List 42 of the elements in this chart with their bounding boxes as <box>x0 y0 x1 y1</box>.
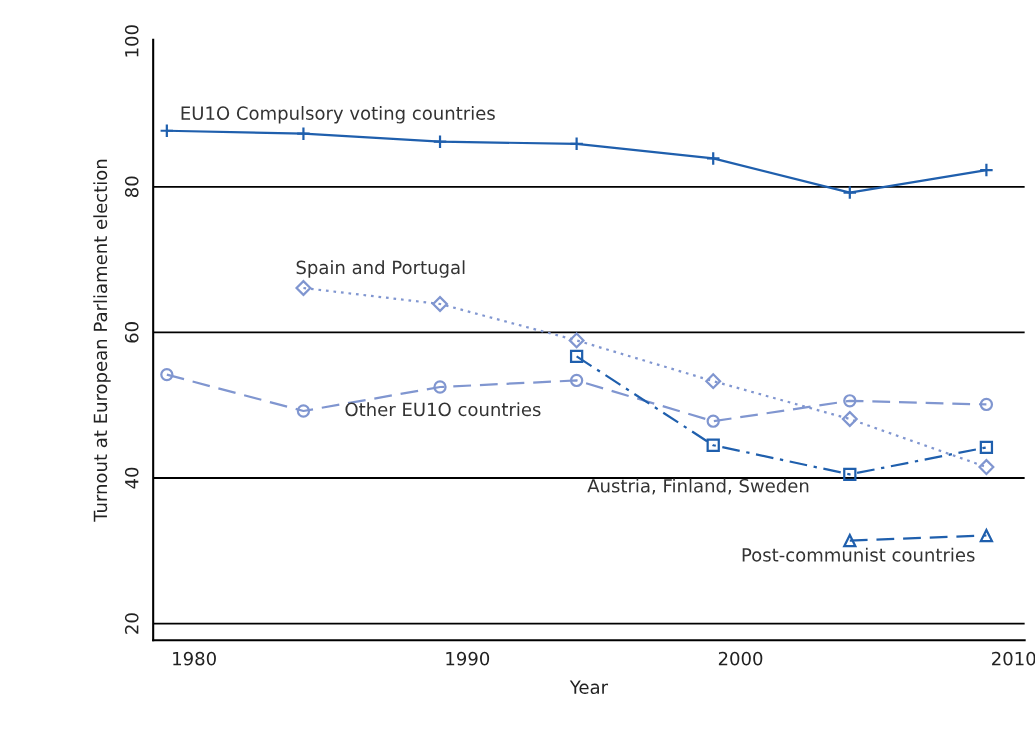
point <box>843 394 857 408</box>
point <box>705 151 721 166</box>
point <box>843 533 857 548</box>
x-tick-label: 2000 <box>718 651 763 666</box>
y-tick-label: 40 <box>124 467 139 489</box>
point <box>160 367 174 382</box>
series-label: Austria, Finland, Sweden <box>587 478 809 495</box>
y-tick-label: 60 <box>124 322 139 343</box>
point <box>433 380 447 394</box>
point <box>705 373 722 390</box>
point <box>569 136 584 152</box>
x-tick-label: 2010 <box>992 651 1035 666</box>
series-label: EU1O Compulsory voting countries <box>181 106 495 124</box>
point <box>159 123 175 139</box>
y-tick-label: 20 <box>124 613 139 634</box>
point <box>978 459 995 476</box>
point <box>706 414 720 428</box>
x-axis-title: Year <box>569 680 609 694</box>
point <box>296 404 311 418</box>
point <box>843 467 857 482</box>
point <box>841 411 858 427</box>
point <box>568 332 585 349</box>
point <box>842 185 858 200</box>
y-tick-label: 80 <box>124 176 139 198</box>
series-label: Spain and Portugal <box>296 260 465 278</box>
point <box>569 373 584 388</box>
series-label: Other EU1O countries <box>345 402 541 417</box>
point <box>706 438 720 452</box>
point <box>979 528 994 543</box>
x-tick-label: 1990 <box>446 651 490 666</box>
point <box>432 134 448 150</box>
point <box>296 126 311 142</box>
point <box>569 349 584 364</box>
point <box>432 296 449 312</box>
point <box>979 440 994 455</box>
y-tick-label: 100 <box>124 25 139 57</box>
y-axis-title: Turnout at European Parliament election <box>93 159 111 522</box>
point <box>979 397 994 412</box>
point <box>979 162 994 178</box>
point <box>295 280 312 296</box>
x-tick-label: 1980 <box>173 651 216 666</box>
series-label: Post-communist countries <box>742 547 975 562</box>
